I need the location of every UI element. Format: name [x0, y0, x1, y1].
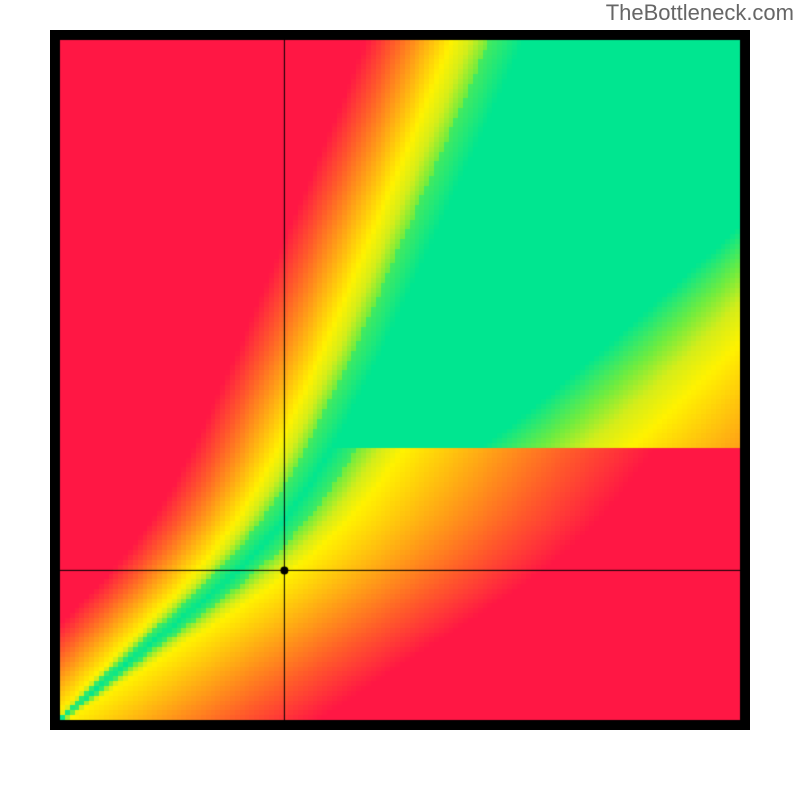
plot-container: TheBottleneck.com — [0, 0, 800, 800]
heatmap-chart — [50, 30, 750, 730]
watermark-text: TheBottleneck.com — [606, 0, 794, 26]
heatmap-canvas — [50, 30, 750, 730]
